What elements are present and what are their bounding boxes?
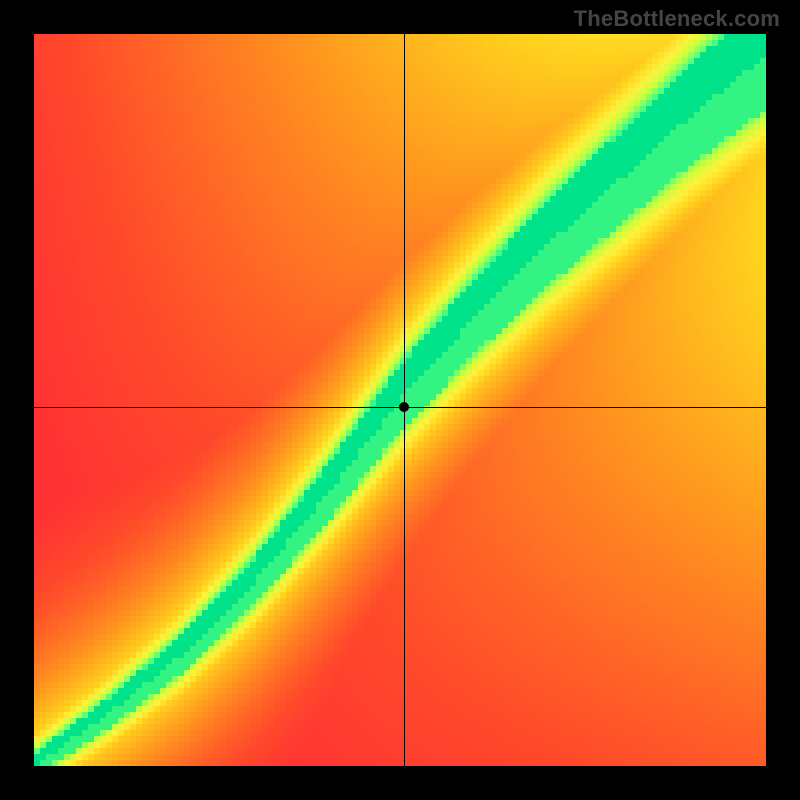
watermark-text: TheBottleneck.com [574,6,780,32]
plot-area [34,34,766,766]
figure-outer: TheBottleneck.com [0,0,800,800]
marker-dot [399,402,409,412]
heatmap-canvas [34,34,766,766]
crosshair-vertical [404,34,405,766]
